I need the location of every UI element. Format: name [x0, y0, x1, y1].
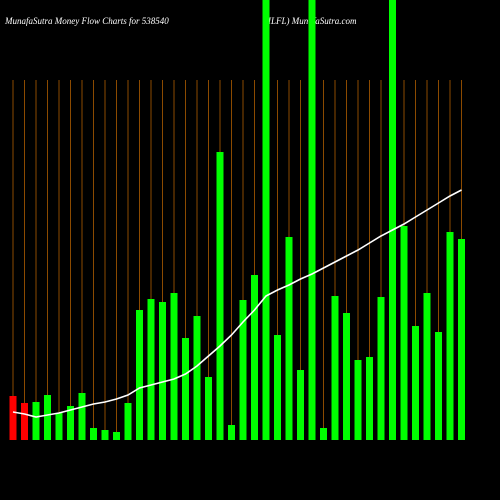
bar — [101, 430, 109, 440]
bar — [216, 152, 224, 440]
bar — [297, 370, 304, 440]
bar — [377, 297, 385, 440]
bar — [113, 432, 120, 440]
bar — [159, 302, 166, 440]
bar — [285, 237, 293, 440]
bar — [124, 403, 132, 440]
bar — [193, 316, 201, 440]
bar — [389, 0, 396, 440]
bar — [366, 357, 373, 440]
bar — [78, 393, 86, 440]
bar — [320, 428, 327, 440]
bar — [44, 395, 51, 440]
bar — [21, 403, 28, 440]
money-flow-line — [12, 189, 462, 418]
bar — [182, 338, 189, 440]
bar — [423, 293, 431, 440]
bar — [412, 326, 419, 440]
bar — [147, 299, 155, 440]
bar — [239, 300, 247, 440]
bar — [251, 275, 258, 440]
bar — [90, 428, 97, 440]
bar — [170, 293, 178, 440]
bar — [228, 425, 235, 440]
bar — [55, 413, 63, 440]
bar — [136, 310, 143, 440]
bar — [400, 226, 408, 440]
bar — [308, 0, 316, 440]
bar — [262, 0, 270, 440]
bar — [274, 335, 281, 440]
bar — [435, 332, 442, 440]
bar — [343, 313, 350, 440]
bar — [331, 296, 339, 440]
bar — [354, 360, 362, 440]
bar — [67, 406, 74, 440]
bar — [32, 402, 40, 440]
bar — [458, 239, 465, 440]
bar — [9, 396, 17, 440]
chart-title: MunafaSutra Money Flow Charts for 538540 — [4, 16, 169, 26]
bar — [446, 232, 454, 440]
bar — [205, 377, 212, 440]
